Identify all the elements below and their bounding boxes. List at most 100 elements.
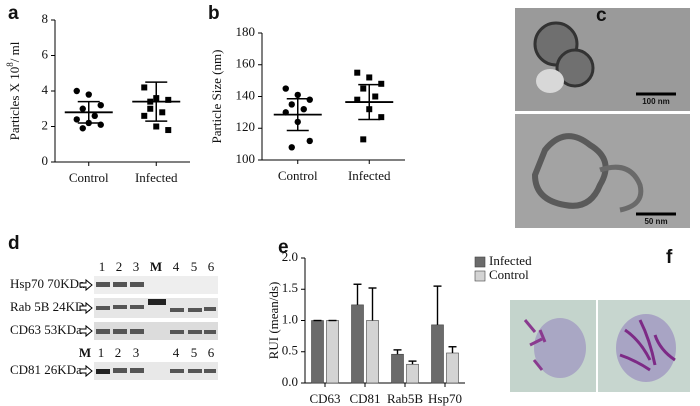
y-tick-label: 2 [42, 117, 49, 132]
lane-label: 3 [133, 345, 140, 360]
point [79, 125, 86, 132]
arrow [79, 278, 93, 292]
point [288, 101, 295, 108]
legend-swatch [474, 270, 486, 282]
arrow [79, 301, 93, 315]
point [165, 127, 172, 134]
y-tick-label: 160 [236, 56, 256, 71]
point [165, 96, 172, 103]
bar [431, 324, 444, 384]
x-tick-label: Control [278, 168, 318, 183]
lane-label: 4 [173, 259, 180, 274]
bar [311, 320, 324, 384]
blot-row-label: Hsp70 70KDa [10, 276, 85, 291]
point [306, 96, 313, 103]
blot-row-label: Rab 5B 24KDa [10, 299, 90, 314]
blot-row-label: CD81 26KDa [10, 362, 82, 377]
scale-bar-label: 100 nm [642, 97, 670, 106]
legend-swatch [474, 256, 486, 268]
point [73, 87, 80, 95]
point [73, 116, 80, 123]
y-tick-label: 0.0 [282, 374, 298, 389]
y-tick-label: 4 [42, 82, 49, 97]
panel-letter: d [8, 233, 20, 254]
micrograph: 100 nm 50 nm [515, 8, 690, 228]
y-tick-label: 140 [236, 87, 256, 102]
panel-letter: f [666, 247, 673, 268]
panel-letter: e [278, 237, 289, 258]
point [306, 137, 313, 145]
x-tick-label: CD63 [309, 391, 340, 406]
y-tick-label: 0.5 [282, 343, 298, 358]
y-tick-label: 100 [236, 151, 256, 166]
lane-label: 6 [208, 345, 215, 360]
point [372, 93, 379, 100]
y-tick-label: 1.0 [282, 311, 298, 326]
panel-letter: c [596, 5, 607, 26]
point [282, 85, 289, 92]
point [147, 105, 154, 112]
point [85, 91, 92, 98]
bar [391, 353, 404, 384]
y-tick-label: 2.0 [282, 249, 298, 264]
bar [351, 304, 364, 384]
point [153, 123, 160, 130]
lane-label: 5 [191, 259, 198, 274]
point [360, 85, 367, 92]
legend-label: Control [489, 267, 529, 282]
point [159, 109, 166, 116]
lane-label: M [150, 259, 162, 274]
y-label-sup: 8 [5, 62, 15, 67]
lane-label: 1 [98, 345, 105, 360]
y-label-text: Particle Size (nm) [209, 50, 224, 144]
y-label-suffix: / ml [7, 41, 22, 62]
point [378, 80, 385, 87]
bar [366, 320, 379, 384]
panel-letter: b [208, 3, 220, 24]
x-tick-label: Infected [135, 170, 178, 185]
y-tick-label: 1.5 [282, 280, 298, 295]
point [294, 91, 301, 99]
micro-images [510, 300, 690, 392]
x-tick-label: Hsp70 [428, 391, 462, 406]
y-axis-label: RUI (mean/ds) [266, 282, 281, 360]
lane-label: 5 [191, 345, 198, 360]
y-axis-label: Particle Size (nm) [209, 50, 224, 144]
point [97, 102, 104, 109]
bar [326, 320, 339, 384]
point [141, 112, 148, 119]
blot-row-label: CD63 53KDa [10, 322, 82, 337]
lane-label: 6 [208, 259, 215, 274]
lane-label: 2 [116, 259, 123, 274]
lane-label: M [79, 345, 91, 360]
lane-label: 3 [133, 259, 140, 274]
y-tick-label: 6 [42, 46, 49, 61]
blot [94, 276, 218, 380]
point [300, 106, 307, 113]
bar [446, 352, 459, 384]
y-tick-label: 120 [236, 119, 256, 134]
point [378, 114, 385, 121]
point [366, 74, 373, 81]
y-tick-label: 180 [236, 24, 256, 39]
lane-label: 2 [115, 345, 122, 360]
point [354, 96, 361, 103]
bar [406, 363, 419, 384]
x-tick-label: Control [69, 170, 109, 185]
y-tick-label: 8 [42, 11, 49, 26]
x-tick-label: CD81 [349, 391, 380, 406]
point [141, 84, 148, 91]
y-tick-label: 0 [42, 153, 49, 168]
point [288, 144, 295, 151]
point [91, 112, 98, 120]
y-label-text: RUI (mean/ds) [266, 282, 281, 360]
panel-letter: a [8, 3, 19, 24]
legend-label: Infected [489, 253, 532, 268]
lane-label: 1 [99, 259, 106, 274]
point [79, 105, 86, 112]
arrow [79, 324, 93, 338]
y-label-text: Particles X 10 [7, 67, 22, 141]
lane-label: 4 [173, 345, 180, 360]
x-tick-label: Infected [348, 168, 391, 183]
